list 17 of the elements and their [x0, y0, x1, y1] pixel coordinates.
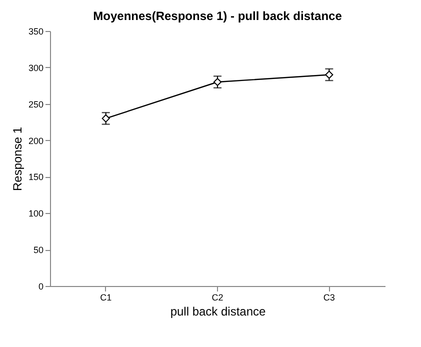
y-tick-label: 300	[28, 62, 44, 73]
point	[325, 70, 334, 79]
x-tick-label: C2	[212, 292, 224, 302]
point	[213, 78, 222, 86]
y-tick-label: 100	[28, 208, 44, 219]
chart-title: Moyennes(Response 1) - pull back distance	[93, 9, 342, 23]
x-axis-title: pull back distance	[170, 304, 266, 318]
point	[102, 114, 110, 122]
y-tick-label: 150	[28, 172, 44, 182]
y-tick-label: 0	[38, 282, 44, 292]
y-tick-label: 350	[28, 26, 44, 36]
x-tick-label: C1	[100, 292, 112, 302]
y-tick-label: 250	[28, 99, 44, 110]
y-tick-label: 200	[28, 136, 44, 146]
y-axis-title: Response 1	[10, 126, 24, 192]
y-tick-label: 50	[33, 245, 44, 256]
x-tick-label: C3	[323, 292, 335, 302]
